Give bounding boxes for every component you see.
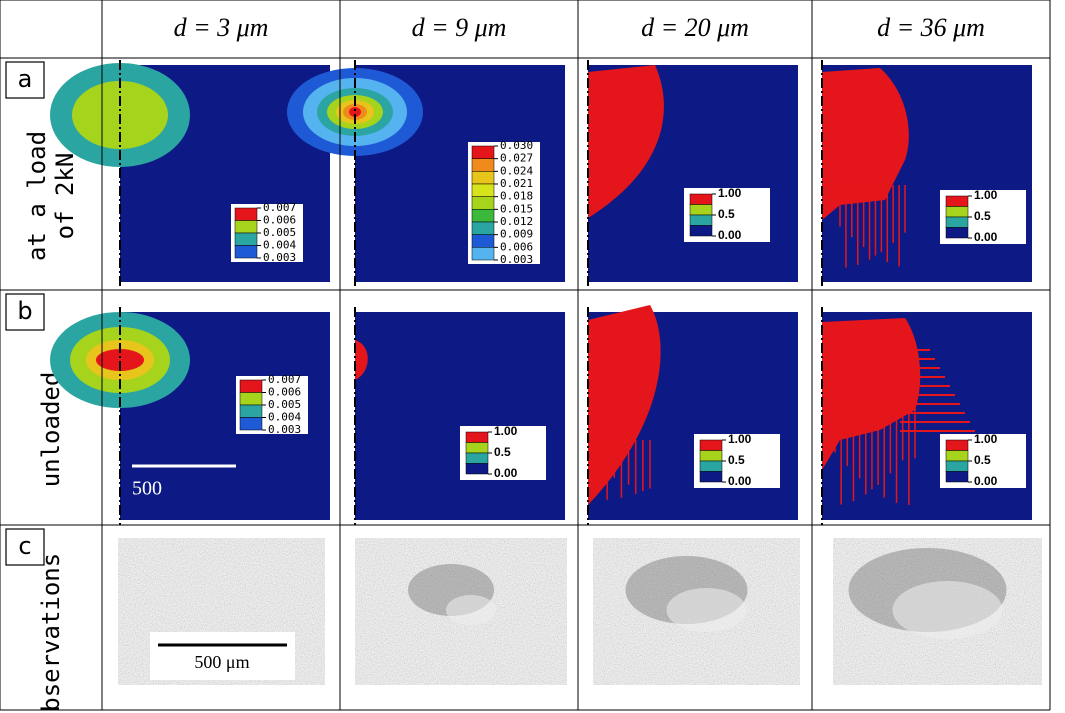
legend-swatch — [240, 418, 262, 431]
legend-swatch — [946, 207, 968, 218]
row-label: unloaded — [37, 372, 65, 488]
sem-damage-bright — [893, 581, 1003, 639]
row-label: at a load — [23, 131, 51, 261]
legend-swatch — [700, 472, 722, 483]
contour-panel — [355, 312, 565, 520]
legend-swatch — [946, 440, 968, 451]
row-letter: b — [17, 297, 32, 325]
legend-label: 0.5 — [718, 207, 735, 221]
legend-label: 0.005 — [268, 398, 301, 411]
legend-swatch — [472, 197, 494, 210]
legend-swatch — [235, 233, 257, 246]
legend-swatch — [472, 184, 494, 197]
legend-swatch — [690, 194, 712, 205]
legend-swatch — [466, 443, 488, 454]
legend-label: 0.004 — [263, 239, 296, 252]
legend-swatch — [466, 453, 488, 464]
legend-swatch — [690, 215, 712, 226]
legend-swatch — [690, 205, 712, 216]
legend-swatch — [946, 228, 968, 239]
legend-swatch — [946, 217, 968, 228]
legend-label: 0.00 — [718, 228, 742, 242]
legend-label: 1.00 — [718, 186, 742, 200]
column-header: d = 20 μm — [641, 13, 749, 42]
legend-label: 1.00 — [494, 424, 518, 438]
legend-label: 0.024 — [500, 164, 533, 177]
legend-label: 0.003 — [268, 423, 301, 436]
scale-bar-label: 500 — [132, 478, 162, 500]
legend-label: 0.006 — [500, 240, 533, 253]
row-letter: c — [18, 532, 31, 560]
figure: d = 3 μm d = 9 μm d = 20 μm d = 36 μm a at a … — [0, 0, 1065, 713]
column-header: d = 36 μm — [877, 13, 985, 42]
legend-label: 0.030 — [500, 139, 533, 152]
legend-swatch — [235, 246, 257, 259]
legend-swatch — [240, 380, 262, 393]
sem-damage-bright — [667, 588, 747, 632]
legend-label: 0.021 — [500, 177, 533, 190]
row-label: of 2kN — [51, 153, 79, 240]
legend-label: 1.00 — [974, 188, 998, 202]
legend-label: 0.00 — [974, 474, 998, 488]
legend-label: 0.018 — [500, 190, 533, 203]
legend-swatch — [700, 440, 722, 451]
legend-label: 0.009 — [500, 228, 533, 241]
legend-label: 0.5 — [494, 445, 511, 459]
legend-label: 0.00 — [974, 230, 998, 244]
legend-label: 0.012 — [500, 215, 533, 228]
row-letter: a — [18, 65, 33, 93]
legend-swatch — [946, 451, 968, 462]
column-header: d = 3 μm — [174, 13, 269, 42]
legend-swatch — [235, 208, 257, 221]
legend-swatch — [240, 405, 262, 418]
legend-label: 0.007 — [268, 373, 301, 386]
legend-label: 0.015 — [500, 202, 533, 215]
legend-swatch — [472, 171, 494, 184]
legend-swatch — [946, 196, 968, 207]
legend-swatch — [690, 226, 712, 237]
legend-swatch — [472, 146, 494, 159]
column-header: d = 9 μm — [412, 13, 507, 42]
legend-label: 0.004 — [268, 411, 301, 424]
legend-swatch — [472, 159, 494, 172]
row-label: observations — [37, 553, 65, 713]
legend-label: 1.00 — [974, 432, 998, 446]
legend-swatch — [466, 464, 488, 475]
legend-label: 0.5 — [728, 453, 745, 467]
legend-label: 0.00 — [728, 474, 752, 488]
legend-swatch — [700, 451, 722, 462]
legend-label: 1.00 — [728, 432, 752, 446]
legend-label: 0.5 — [974, 453, 991, 467]
legend-label: 0.5 — [974, 209, 991, 223]
legend-swatch — [235, 221, 257, 234]
legend-swatch — [946, 472, 968, 483]
legend-swatch — [472, 209, 494, 222]
legend-label: 0.005 — [263, 226, 296, 239]
legend-swatch — [472, 247, 494, 260]
legend-label: 0.027 — [500, 152, 533, 165]
legend-swatch — [466, 432, 488, 443]
legend-swatch — [472, 222, 494, 235]
legend-swatch — [700, 461, 722, 472]
legend-label: 0.00 — [494, 466, 518, 480]
legend-swatch — [472, 235, 494, 248]
legend-label: 0.003 — [263, 251, 296, 264]
legend-label: 0.007 — [263, 201, 296, 214]
legend-label: 0.006 — [263, 214, 296, 227]
legend-swatch — [240, 393, 262, 406]
legend-label: 0.003 — [500, 253, 533, 266]
scale-bar-label: 500 μm — [194, 652, 249, 672]
sem-damage-bright — [446, 595, 496, 625]
legend-swatch — [946, 461, 968, 472]
legend-label: 0.006 — [268, 386, 301, 399]
